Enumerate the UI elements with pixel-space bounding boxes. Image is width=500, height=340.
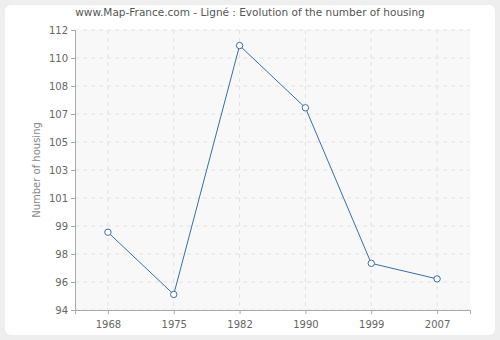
y-tick: 103 bbox=[49, 165, 75, 176]
y-tick-mark bbox=[71, 198, 75, 199]
y-tick: 105 bbox=[49, 137, 75, 148]
x-tick: 2007 bbox=[425, 310, 450, 330]
x-tick-mark bbox=[305, 310, 306, 314]
grid-line-x bbox=[173, 30, 174, 310]
y-tick-label: 103 bbox=[49, 165, 68, 176]
x-tick-mark bbox=[437, 310, 438, 314]
y-tick: 98 bbox=[55, 249, 75, 260]
marker bbox=[434, 276, 440, 282]
x-tick-label: 1982 bbox=[227, 319, 252, 330]
y-tick-mark bbox=[71, 282, 75, 283]
chart: 94 96 98 99 101 103 105 107 108 110 112 1968 1975 198… bbox=[0, 0, 500, 340]
y-tick: 96 bbox=[55, 277, 75, 288]
grid-line-x bbox=[107, 30, 108, 310]
x-tick-label: 1990 bbox=[293, 319, 318, 330]
x-tick: 1982 bbox=[227, 310, 252, 330]
grid-line-y bbox=[75, 226, 470, 227]
grid-line-y bbox=[75, 58, 470, 59]
grid-line-x bbox=[437, 30, 438, 310]
x-tick: 1990 bbox=[293, 310, 318, 330]
title: www.Map-France.com - Ligné : Evolution o… bbox=[75, 6, 425, 18]
x-tick-label: 2007 bbox=[425, 319, 450, 330]
y-tick: 108 bbox=[49, 81, 75, 92]
grid-line-y bbox=[75, 254, 470, 255]
line bbox=[108, 46, 437, 295]
y-tick-label: 99 bbox=[55, 221, 68, 232]
marker bbox=[302, 105, 308, 111]
x-tick-mark bbox=[174, 310, 175, 314]
y-tick: 107 bbox=[49, 109, 75, 120]
grid-line-y bbox=[75, 282, 470, 283]
x-tick: 1999 bbox=[359, 310, 384, 330]
grid-line-y bbox=[75, 30, 470, 31]
plot: 94 96 98 99 101 103 105 107 108 110 112 1968 1975 198… bbox=[49, 25, 471, 330]
grid bbox=[75, 30, 470, 310]
y-tick: 94 bbox=[55, 305, 75, 316]
grid-line-y bbox=[75, 198, 470, 199]
y-tick: 101 bbox=[49, 193, 75, 204]
grid-line-y bbox=[75, 114, 470, 115]
y-tick-mark bbox=[71, 226, 75, 227]
y-tick-mark bbox=[71, 254, 75, 255]
y-tick: 99 bbox=[55, 221, 75, 232]
x-axis: 1968 1975 1982 1990 1999 2007 bbox=[76, 310, 471, 330]
y-tick-label: 107 bbox=[49, 109, 68, 120]
y-tick-mark bbox=[71, 30, 75, 31]
y-tick-label: 94 bbox=[55, 305, 68, 316]
y-tick-mark bbox=[71, 142, 75, 143]
plot-area bbox=[75, 30, 470, 310]
y-tick-mark bbox=[71, 58, 75, 59]
y-tick-label: 101 bbox=[49, 193, 68, 204]
grid-line-y bbox=[75, 142, 470, 143]
grid-line-y bbox=[75, 86, 470, 87]
y-axis: 94 96 98 99 101 103 105 107 108 110 112 bbox=[49, 25, 76, 316]
grid-line-x bbox=[239, 30, 240, 310]
series bbox=[105, 42, 441, 297]
grid-line-x bbox=[305, 30, 306, 310]
y-tick-label: 96 bbox=[55, 277, 68, 288]
y-axis-title: Number of housing bbox=[31, 122, 42, 218]
marker bbox=[368, 260, 374, 266]
grid-line-y bbox=[75, 170, 470, 171]
background bbox=[0, 0, 500, 340]
y-tick-mark bbox=[71, 170, 75, 171]
marker bbox=[105, 229, 111, 235]
y-tick: 110 bbox=[49, 53, 75, 64]
panel bbox=[5, 5, 495, 335]
marker bbox=[171, 291, 177, 297]
y-tick: 112 bbox=[49, 25, 75, 36]
x-tick: 1975 bbox=[162, 310, 187, 330]
x-tick-label: 1968 bbox=[96, 319, 121, 330]
y-tick-mark bbox=[71, 310, 75, 311]
x-tick-mark bbox=[371, 310, 372, 314]
axis-line bbox=[76, 311, 471, 315]
axis-line bbox=[71, 31, 76, 311]
y-tick-label: 98 bbox=[55, 249, 68, 260]
y-tick-mark bbox=[71, 86, 75, 87]
marker bbox=[236, 42, 242, 48]
x-tick: 1968 bbox=[96, 310, 121, 330]
y-tick-label: 110 bbox=[49, 53, 68, 64]
y-tick-mark bbox=[71, 114, 75, 115]
grid-line-x bbox=[371, 30, 372, 310]
y-tick-label: 105 bbox=[49, 137, 68, 148]
x-tick-mark bbox=[240, 310, 241, 314]
x-tick-label: 1999 bbox=[359, 319, 384, 330]
x-tick-label: 1975 bbox=[162, 319, 187, 330]
y-tick-label: 112 bbox=[49, 25, 68, 36]
x-tick-mark bbox=[108, 310, 109, 314]
y-tick-label: 108 bbox=[49, 81, 68, 92]
